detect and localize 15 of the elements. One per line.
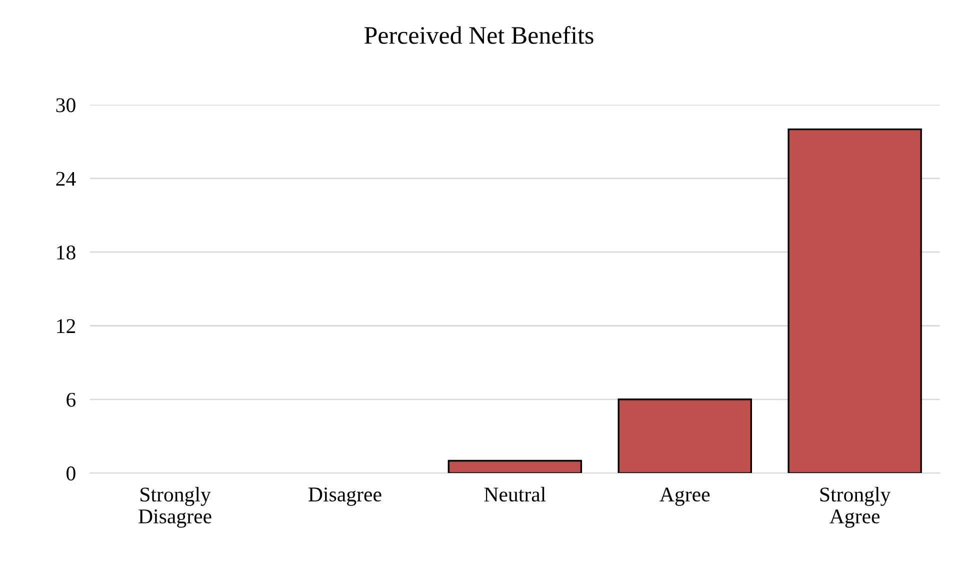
bar: [618, 398, 752, 474]
chart-title: Perceived Net Benefits: [364, 26, 594, 44]
bar: [788, 128, 922, 474]
y-tick-label: 12: [57, 319, 76, 333]
y-tick-label: 30: [56, 98, 76, 112]
x-tick-label: Strongly Disagree: [138, 486, 212, 528]
x-tick-label: Neutral: [484, 486, 546, 502]
y-tick-label: 18: [57, 245, 76, 260]
x-tick-label: Strongly Agree: [820, 486, 891, 528]
y-tick-label: 24: [56, 172, 76, 186]
y-tick-label: 6: [66, 392, 76, 407]
x-tick-label: Agree: [660, 488, 710, 506]
x-tick-label: Disagree: [308, 488, 382, 506]
bar: [448, 460, 582, 474]
y-tick-label: 0: [66, 466, 76, 480]
